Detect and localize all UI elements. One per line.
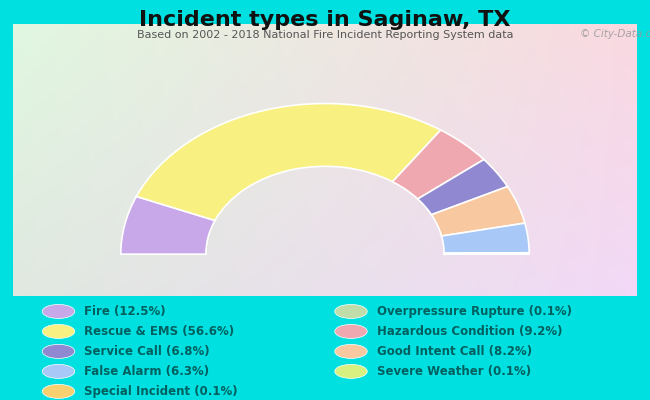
Text: Fire (12.5%): Fire (12.5%) xyxy=(84,305,166,318)
Ellipse shape xyxy=(42,304,75,318)
Text: Good Intent Call (8.2%): Good Intent Call (8.2%) xyxy=(377,345,532,358)
Wedge shape xyxy=(136,104,441,220)
Wedge shape xyxy=(444,253,529,254)
Wedge shape xyxy=(418,160,508,215)
Text: Special Incident (0.1%): Special Incident (0.1%) xyxy=(84,385,238,398)
Text: Severe Weather (0.1%): Severe Weather (0.1%) xyxy=(377,365,531,378)
Ellipse shape xyxy=(42,364,75,378)
Wedge shape xyxy=(444,253,529,254)
Ellipse shape xyxy=(335,324,367,338)
Wedge shape xyxy=(393,130,484,199)
Text: Service Call (6.8%): Service Call (6.8%) xyxy=(84,345,210,358)
Text: False Alarm (6.3%): False Alarm (6.3%) xyxy=(84,365,209,378)
Wedge shape xyxy=(441,223,529,253)
Text: Overpressure Rupture (0.1%): Overpressure Rupture (0.1%) xyxy=(377,305,572,318)
Ellipse shape xyxy=(335,344,367,358)
Text: © City-Data.com: © City-Data.com xyxy=(580,30,650,40)
Ellipse shape xyxy=(42,324,75,338)
Ellipse shape xyxy=(42,384,75,398)
Ellipse shape xyxy=(335,364,367,378)
Text: Based on 2002 - 2018 National Fire Incident Reporting System data: Based on 2002 - 2018 National Fire Incid… xyxy=(136,30,514,40)
Ellipse shape xyxy=(42,344,75,358)
Text: Incident types in Saginaw, TX: Incident types in Saginaw, TX xyxy=(139,10,511,30)
Text: Hazardous Condition (9.2%): Hazardous Condition (9.2%) xyxy=(377,325,562,338)
Wedge shape xyxy=(432,186,525,236)
Ellipse shape xyxy=(335,304,367,318)
Text: Rescue & EMS (56.6%): Rescue & EMS (56.6%) xyxy=(84,325,235,338)
Wedge shape xyxy=(121,196,215,254)
